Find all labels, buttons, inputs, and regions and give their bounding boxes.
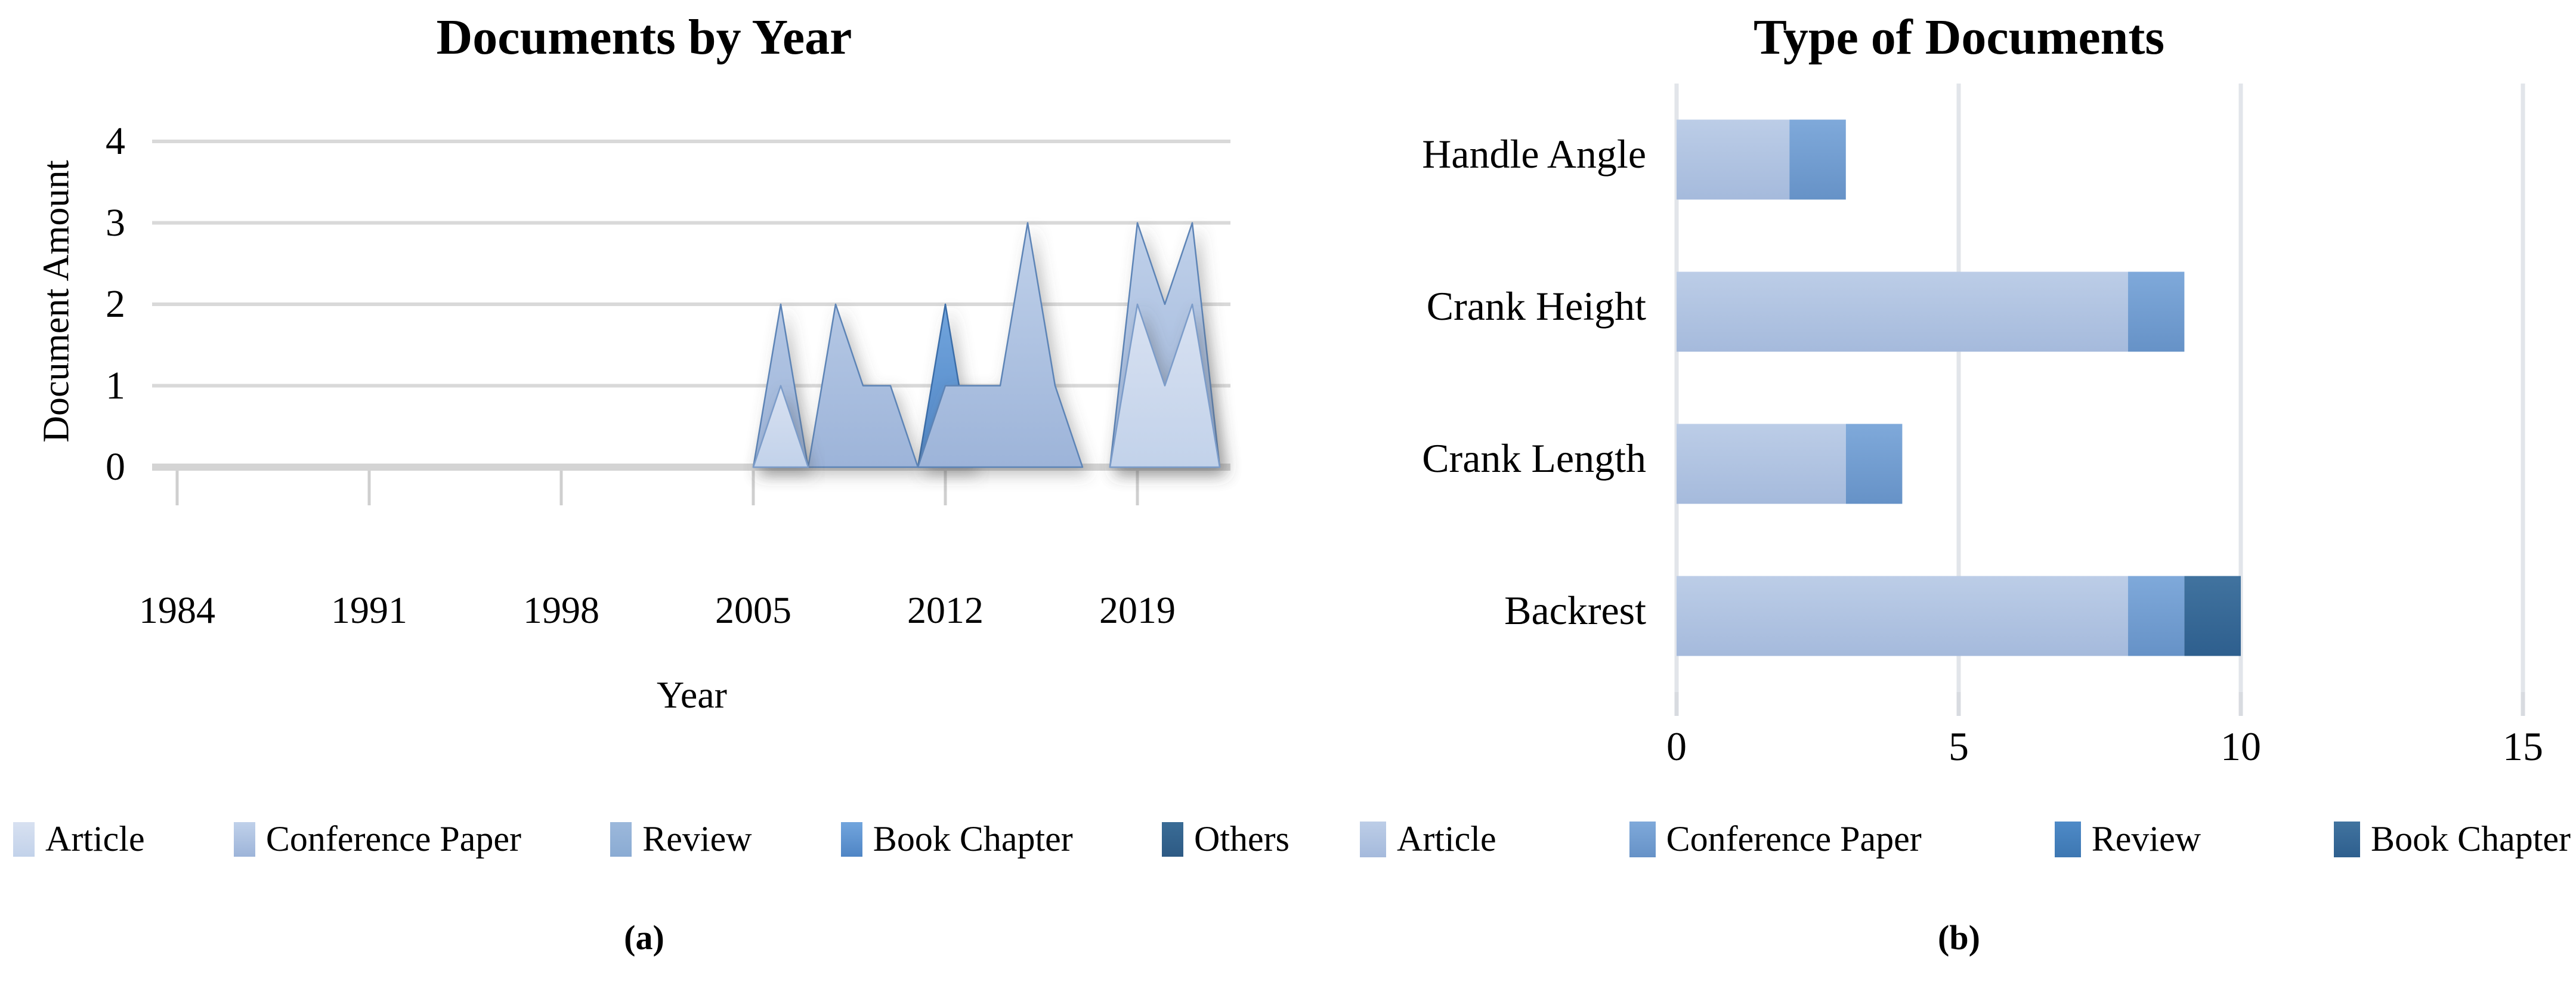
legend-item-book-chapter: Book Chapter: [2334, 819, 2571, 860]
chart-b-caption: (b): [1938, 918, 1980, 957]
bar-segment-backrest-conference-paper: [2127, 576, 2185, 656]
legend-label: Article: [45, 819, 145, 859]
area-article: [752, 385, 809, 468]
legend-swatch: [1162, 822, 1184, 857]
chart-a-x-tick-label: 1991: [331, 589, 407, 631]
chart-a-x-tick-label: 2005: [715, 589, 791, 631]
bar-segment-crank-length-article: [1677, 424, 1846, 504]
legend-swatch: [610, 822, 632, 857]
chart-a-title: Documents by Year: [436, 10, 852, 65]
chart-a-gridlines: [152, 140, 1230, 388]
chart-a-y-tick-label: 1: [106, 363, 125, 407]
chart-a-x-tick-label: 1984: [139, 589, 215, 631]
bar-segment-handle-angle-article: [1677, 119, 1790, 200]
chart-b-category-label: Crank Height: [1426, 283, 1646, 329]
chart-a-caption: (a): [624, 918, 664, 957]
area-conference-paper: [752, 222, 1084, 468]
chart-a-legend: Article Conference Paper Review Book Chapte…: [13, 819, 1289, 860]
bar-segment-crank-height-conference-paper: [2127, 271, 2185, 352]
chart-a-x-tick-label: 1998: [523, 589, 599, 631]
bar-segment-backrest-book-chapter: [2184, 576, 2241, 656]
bar-segment-crank-height-article: [1677, 271, 2128, 352]
chart-b-legend: Article Conference Paper Review Book Chapte…: [1360, 819, 2571, 860]
legend-label: Others: [1194, 819, 1289, 859]
chart-a-plot: [152, 140, 1230, 505]
chart-b-x-tick-label: 5: [1949, 724, 1969, 769]
chart-b-category-label: Handle Angle: [1422, 131, 1646, 177]
chart-a-x-axis-title: Year: [657, 674, 727, 716]
legend-label: Conference Paper: [265, 819, 521, 859]
legend-swatch: [2054, 821, 2081, 857]
chart-b-category-label: Crank Length: [1422, 435, 1646, 481]
chart-a-y-tick-label: 3: [106, 200, 125, 245]
legend-label: Book Chapter: [873, 819, 1073, 859]
chart-b-x-tick-label: 0: [1666, 724, 1687, 769]
legend-swatch: [1360, 821, 1386, 857]
legend-swatch: [840, 822, 862, 857]
legend-item-review: Review: [2054, 819, 2201, 860]
legend-item-review: Review: [610, 819, 752, 860]
bar-segment-backrest-article: [1677, 576, 2128, 656]
chart-a-areas: [752, 222, 1221, 468]
legend-label: Conference Paper: [1666, 819, 1922, 859]
legend-swatch: [233, 822, 255, 857]
chart-a-x-tick-label: 2012: [907, 589, 984, 631]
legend-label: Review: [2091, 819, 2201, 859]
chart-a-y-tick-label: 4: [106, 119, 125, 163]
bar-segment-handle-angle-conference-paper: [1789, 119, 1846, 200]
chart-b-bars: [1677, 119, 2241, 656]
bar-segment-crank-length-conference-paper: [1845, 424, 1903, 504]
legend-item-book-chapter: Book Chapter: [840, 819, 1073, 860]
chart-b-category-label: Backrest: [1504, 587, 1646, 633]
chart-b-title: Type of Documents: [1753, 10, 2165, 65]
legend-item-article: Article: [13, 819, 145, 860]
legend-item-conference-paper: Conference Paper: [233, 819, 521, 860]
legend-swatch: [13, 822, 35, 857]
legend-label: Review: [642, 819, 752, 859]
legend-item-others: Others: [1162, 819, 1289, 860]
chart-b-x-tick-label: 10: [2221, 724, 2261, 769]
chart-b-plot: [1674, 84, 2525, 716]
chart-a-y-tick-label: 0: [106, 445, 125, 489]
chart-b-x-tick-label: 15: [2503, 724, 2543, 769]
chart-a-x-tick-label: 2019: [1099, 589, 1176, 631]
chart-a-y-tick-label: 2: [106, 282, 125, 326]
legend-label: Book Chapter: [2371, 819, 2571, 859]
legend-label: Article: [1397, 819, 1496, 859]
legend-item-article: Article: [1360, 819, 1496, 860]
legend-item-conference-paper: Conference Paper: [1629, 819, 1922, 860]
legend-swatch: [1629, 821, 1656, 857]
legend-swatch: [2334, 821, 2361, 857]
area-article: [1109, 303, 1221, 468]
